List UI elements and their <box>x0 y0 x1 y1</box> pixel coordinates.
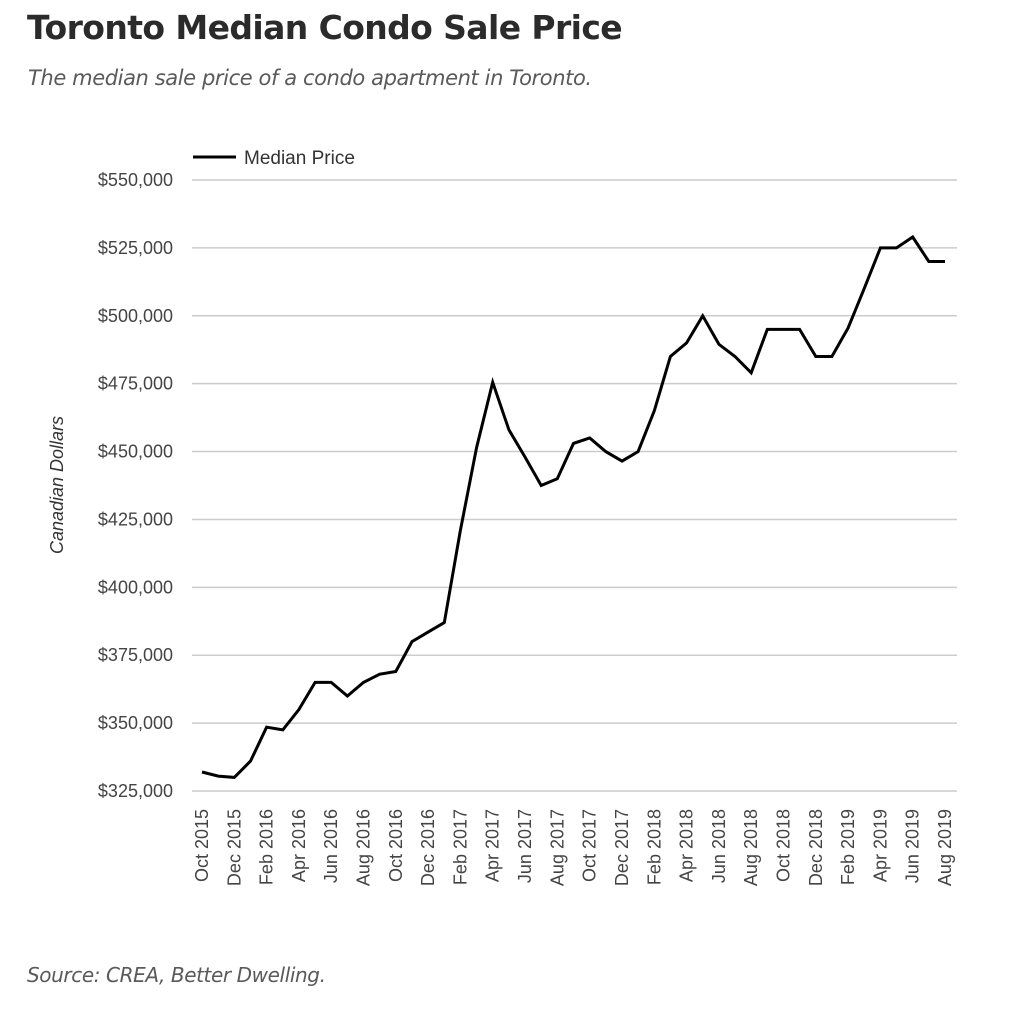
x-tick-label: Apr 2018 <box>677 809 697 882</box>
x-tick-label: Dec 2015 <box>224 809 244 886</box>
x-tick-label: Apr 2019 <box>870 809 890 882</box>
x-tick-label: Dec 2016 <box>418 809 438 886</box>
x-tick-label: Feb 2018 <box>644 809 664 885</box>
x-tick-label: Apr 2016 <box>289 809 309 882</box>
x-tick-label: Feb 2016 <box>257 809 277 885</box>
x-tick-label: Oct 2018 <box>773 809 793 882</box>
x-tick-label: Jun 2018 <box>709 809 729 883</box>
y-tick-label: $350,000 <box>98 713 173 733</box>
x-tick-label: Dec 2017 <box>612 809 632 886</box>
y-tick-label: $450,000 <box>98 442 173 462</box>
source-note: Source: CREA, Better Dwelling. <box>27 963 326 987</box>
gridlines <box>192 179 957 792</box>
x-tick-label: Oct 2016 <box>386 809 406 882</box>
x-tick-label: Dec 2018 <box>806 809 826 886</box>
x-tick-label: Aug 2019 <box>935 809 955 886</box>
legend-label-median-price: Median Price <box>244 148 355 169</box>
x-tick-label: Aug 2018 <box>741 809 761 886</box>
x-tick-label: Jun 2016 <box>321 809 341 883</box>
y-tick-label: $500,000 <box>98 306 173 326</box>
y-tick-label: $425,000 <box>98 509 173 529</box>
y-tick-label: $525,000 <box>98 238 173 258</box>
y-tick-label: $550,000 <box>98 170 173 190</box>
x-tick-label: Aug 2017 <box>547 809 567 886</box>
legend: Median Price <box>193 148 355 169</box>
x-tick-label: Apr 2017 <box>483 809 503 882</box>
chart-title: Toronto Median Condo Sale Price <box>27 8 623 47</box>
y-tick-label: $375,000 <box>98 645 173 665</box>
x-tick-label: Feb 2017 <box>450 809 470 885</box>
y-axis-ticks: $325,000 $350,000 $375,000 $400,000 $425,000… <box>98 170 173 801</box>
x-axis-ticks: Oct 2015 Dec 2015 Feb 2016 Apr 2016 Jun 2016… <box>192 809 955 886</box>
x-tick-label: Feb 2019 <box>838 809 858 885</box>
x-tick-label: Oct 2015 <box>192 809 212 882</box>
x-tick-label: Jun 2017 <box>515 809 535 883</box>
x-tick-label: Oct 2017 <box>580 809 600 882</box>
y-tick-label: $400,000 <box>98 577 173 597</box>
y-tick-label: $325,000 <box>98 781 173 801</box>
x-tick-label: Jun 2019 <box>903 809 923 883</box>
y-axis-label: Canadian Dollars <box>47 416 67 554</box>
series-median-price <box>201 234 945 779</box>
chart-subtitle: The median sale price of a condo apartme… <box>28 66 592 90</box>
y-tick-label: $475,000 <box>98 374 173 394</box>
series-line-median-price <box>201 234 945 779</box>
x-tick-label: Aug 2016 <box>354 809 374 886</box>
